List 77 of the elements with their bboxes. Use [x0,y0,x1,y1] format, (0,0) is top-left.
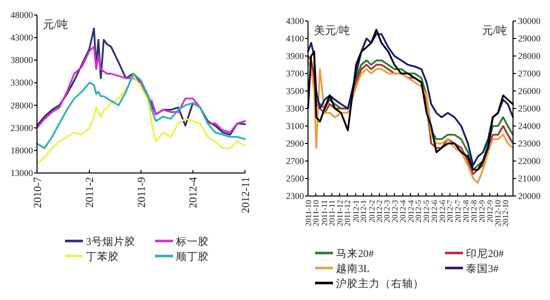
x-tick-label: 2010-7 [32,176,44,208]
y-tick-label: 3700 [286,68,304,78]
y-tick-label: 3900 [286,51,304,61]
y2-tick-label: 24000 [518,121,541,131]
x-tick-label: 2012-8 [462,200,471,223]
line-series [36,75,246,165]
y-tick-label: 33000 [10,78,34,88]
y2-tick-label: 30000 [518,16,541,26]
x-tick-label: 2011-2 [84,177,96,208]
legend-label: 沪胶主力（右轴） [336,277,424,290]
x-tick-label: 2011-12 [335,200,344,226]
line-series [36,72,246,150]
y2-tick-label: 20000 [518,191,541,201]
line-series [36,46,246,134]
y-tick-label: 3100 [286,121,304,131]
y-tick-label: 48000 [10,10,34,20]
y-tick-label: 18000 [10,145,34,156]
y-tick-label: 38000 [10,55,34,66]
y-tick-label: 4300 [286,16,304,26]
line-series [36,28,246,136]
x-tick-label: 2012-6 [438,200,447,223]
y-axis-title: 美元/吨 [314,24,350,37]
x-tick-label: 2012-4 [188,176,200,208]
x-tick-label: 2012-2 [375,200,384,223]
legend-label: 越南3L [336,262,370,275]
x-tick-label: 2012-7 [453,200,462,223]
y2-axis-title: 元/吨 [482,24,507,37]
legend-label: 标一胶 [175,235,209,248]
y2-tick-label: 21000 [518,174,541,184]
x-tick-label: 2011-10 [304,200,313,226]
y2-tick-label: 26000 [518,86,541,96]
x-tick-label: 2012-9 [478,200,487,223]
x-tick-label: 2012-9 [486,200,495,223]
y-tick-label: 2300 [286,191,304,201]
y-tick-label: 2700 [286,156,304,166]
x-tick-label: 2011-10 [312,200,321,226]
y-tick-label: 2500 [286,174,304,184]
y-tick-label: 13000 [10,168,34,178]
x-tick-label: 2011-11 [328,200,337,226]
legend-label: 3号烟片胶 [86,235,136,248]
x-tick-label: 2011-9 [136,176,148,208]
legend-label: 泰国3# [466,263,500,275]
legend-label: 丁苯胶 [86,250,119,263]
x-tick-label: 2012-7 [446,200,455,223]
x-tick-label: 2012-4 [398,200,408,223]
x-tick-label: 2012-3 [382,200,392,223]
y2-tick-label: 28000 [518,51,541,61]
x-tick-label: 2012-4 [406,200,416,223]
y-tick-label: 2900 [286,138,304,148]
y2-tick-label: 25000 [518,104,541,114]
y-tick-label: 43000 [10,32,34,43]
legend-label: 印尼20# [466,247,504,260]
y-tick-label: 3300 [286,104,304,114]
x-tick-label: 2012-3 [390,200,400,223]
y-tick-label: 28000 [10,100,34,110]
x-tick-label: 2012-5 [422,200,431,223]
legend-label: 马来20# [336,247,374,260]
x-tick-label: 2012-1 [351,200,360,223]
y2-tick-label: 27000 [518,68,541,78]
x-tick-label: 2011-11 [320,200,329,226]
y2-tick-label: 23000 [518,138,541,148]
y2-tick-label: 22000 [518,156,541,166]
x-tick-label: 2011-12 [343,200,352,226]
legend-label: 顺丁胶 [176,250,209,263]
y-tick-label: 23000 [10,122,34,133]
x-tick-label: 2012-1 [359,200,368,223]
x-tick-label: 2012-11 [240,177,252,214]
x-tick-label: 2012-2 [367,200,376,223]
x-tick-label: 2012-5 [414,200,424,223]
x-tick-label: 2012-8 [469,200,478,223]
y-axis-title: 元/吨 [43,18,68,31]
x-tick-label: 2012-10 [493,200,502,227]
x-tick-label: 2012-10 [501,200,510,227]
y2-tick-label: 29000 [518,34,541,44]
y-tick-label: 4100 [286,34,304,44]
x-tick-label: 2012-6 [430,200,440,223]
y-tick-label: 3500 [286,86,304,96]
